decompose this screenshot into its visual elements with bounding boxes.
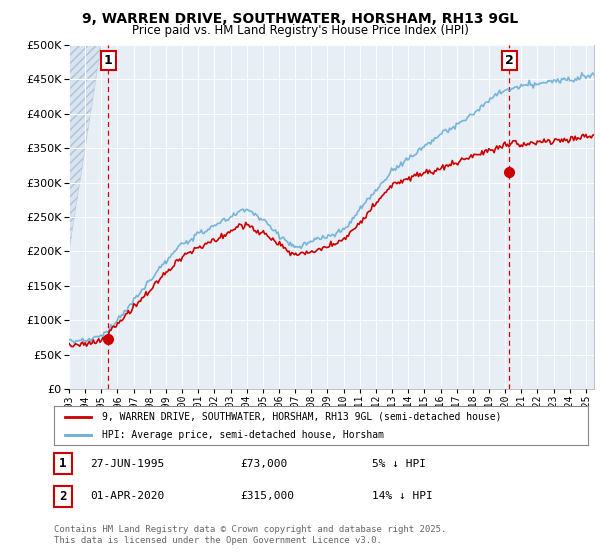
- Text: Price paid vs. HM Land Registry's House Price Index (HPI): Price paid vs. HM Land Registry's House …: [131, 24, 469, 36]
- Polygon shape: [69, 45, 101, 251]
- Text: HPI: Average price, semi-detached house, Horsham: HPI: Average price, semi-detached house,…: [102, 431, 384, 440]
- Text: Contains HM Land Registry data © Crown copyright and database right 2025.
This d: Contains HM Land Registry data © Crown c…: [54, 525, 446, 545]
- Text: 01-APR-2020: 01-APR-2020: [90, 491, 164, 501]
- Text: £73,000: £73,000: [240, 459, 287, 469]
- Text: 1: 1: [59, 457, 67, 470]
- Text: 1: 1: [104, 54, 112, 67]
- Text: 27-JUN-1995: 27-JUN-1995: [90, 459, 164, 469]
- Text: 14% ↓ HPI: 14% ↓ HPI: [372, 491, 433, 501]
- Text: 2: 2: [505, 54, 514, 67]
- Text: £315,000: £315,000: [240, 491, 294, 501]
- Text: 5% ↓ HPI: 5% ↓ HPI: [372, 459, 426, 469]
- Text: 9, WARREN DRIVE, SOUTHWATER, HORSHAM, RH13 9GL (semi-detached house): 9, WARREN DRIVE, SOUTHWATER, HORSHAM, RH…: [102, 412, 502, 422]
- Text: 2: 2: [59, 489, 67, 503]
- Text: 9, WARREN DRIVE, SOUTHWATER, HORSHAM, RH13 9GL: 9, WARREN DRIVE, SOUTHWATER, HORSHAM, RH…: [82, 12, 518, 26]
